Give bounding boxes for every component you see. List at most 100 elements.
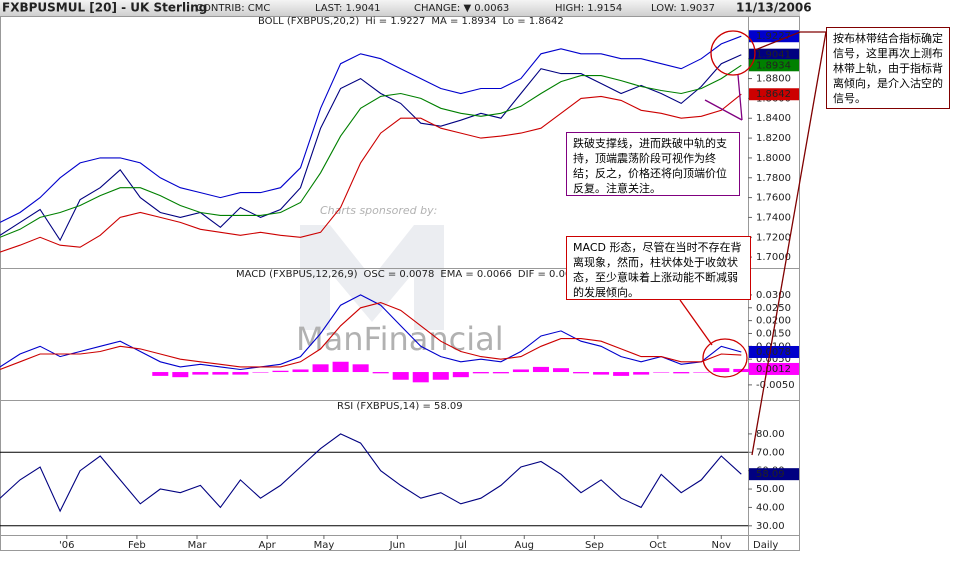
histogram-bar [412,372,429,383]
histogram-bar [673,372,690,374]
symbol: FXBPUSMUL [20] - UK Sterling [2,1,207,15]
series-line [0,302,742,371]
x-tick-label: Oct [649,540,666,551]
histogram-bar [292,369,309,373]
high: HIGH: 1.9154 [555,3,622,14]
y-tick-label: 1.8400 [756,113,791,124]
y-tick-label: 1.7400 [756,212,791,223]
callouts [679,30,827,456]
histogram-bar [552,368,570,373]
last-value-box [749,88,799,101]
x-tick-label: Feb [128,540,146,551]
y-tick-label: 30.00 [756,521,785,532]
x-tick-label: Apr [258,540,276,551]
histogram-bar [693,372,710,373]
contrib: CONTRIB: CMC [196,3,270,14]
header-bar [0,0,800,16]
y-tick-label: 80.00 [756,429,785,440]
x-tick-label: '06 [59,540,74,551]
histogram-bar [532,366,549,373]
histogram-bar [272,370,289,373]
low: LOW: 1.9037 [651,3,715,14]
histogram-bar [593,372,610,375]
callout-line [704,99,743,121]
last-value-label: 0.0078 [756,347,791,358]
histogram-bar [392,372,409,380]
x-tick-label: Nov [712,540,732,551]
histogram-bar [372,372,389,374]
histogram-bar [512,369,529,373]
last-value-label: 58.09 [756,469,785,480]
histogram-bar [452,372,469,378]
last: LAST: 1.9041 [315,3,381,14]
histogram-bar [212,372,229,375]
y-tick-label: 0.0250 [756,303,791,314]
legend-entry: MA = 1.8934 [431,16,496,27]
histogram-bar [613,372,630,376]
panel-title: RSI (FXBPUS,14) = 58.09 [337,401,463,412]
y-tick-label: 0.0300 [756,290,791,301]
x-tick-label: Sep [585,540,604,551]
histogram-bar [152,372,169,376]
series-line [0,64,742,238]
histogram-bar [172,372,189,378]
annotation: 按布林带结合指标确定信号，这里再次上测布林带上轨，由于指标背离倾向，是介入沽空的… [826,27,950,109]
annotation: MACD 形态，尽管在当时不存在背离现象，然而，柱状体处于收敛状态，至少意味着上… [566,236,751,300]
legend-entry: OSC = 0.0078 [363,269,434,280]
y-tick-label: 1.7000 [756,252,791,263]
histogram-bar [472,372,489,374]
last-value-label: 1.9041 [756,50,791,61]
watermark-brand: ManFinancial [296,320,504,358]
series-line [0,93,742,253]
last-value-box [749,468,799,481]
histogram-bar [192,372,209,375]
series-line [0,35,742,223]
callout-line [679,299,713,346]
legend-entry: Hi = 1.9227 [365,16,425,27]
last-value-box [749,345,799,358]
last-value-box [749,362,799,375]
change: CHANGE: ▼ 0.0063 [414,3,509,14]
y-tick-label: 1.8000 [756,153,791,164]
last-value-box [749,30,799,43]
histogram-bar [573,372,590,374]
last-value-box [749,48,799,61]
histogram-bar [332,361,349,373]
last-value-label: 1.8642 [756,89,791,100]
histogram-bar [713,368,730,373]
watermark-logo [300,225,444,330]
annotation: 跌破支撑线，进而跌破中轨的支持，顶端震荡阶段可视作为终结；反之，价格还将向顶端价… [566,132,740,196]
histogram-bar [312,364,329,373]
histogram-bar [232,372,249,375]
highlight-circle [710,30,756,76]
outer-frame [0,16,800,551]
x-tick-label: Jun [389,540,406,551]
y-tick-label: 0.0050 [756,354,791,365]
legend-entry: Lo = 1.8642 [503,16,564,27]
y-tick-label: 50.00 [756,484,785,495]
y-tick-label: -0.0050 [756,380,795,391]
histogram-bar [352,364,369,373]
last-value-label: 1.9227 [756,31,791,42]
y-tick-label: 1.8800 [756,74,791,85]
callout-line [737,74,743,121]
plot: BOLL (FXBPUS,20,2) Hi = 1.9227 MA = 1.8934… [0,16,799,551]
callout-line [754,31,826,51]
y-tick-label: 1.7600 [756,193,791,204]
callout-line [751,31,827,456]
periodicity: Daily [753,540,778,551]
y-tick-label: 70.00 [756,447,785,458]
y-tick-label: 1.7800 [756,173,791,184]
x-tick-label: Mar [188,540,208,551]
panel-title: MACD (FXBPUS,12,26,9) [236,269,358,280]
last-value-label: 0.0012 [756,364,791,375]
histogram-bar [252,372,269,373]
histogram-bar [492,372,509,374]
watermark-sponsor: Charts sponsored by: [320,204,437,217]
histogram-bar [633,372,650,375]
series-line [0,54,742,242]
watermark: Charts sponsored by: ManFinancial [296,204,504,358]
x-tick-label: May [314,540,335,551]
